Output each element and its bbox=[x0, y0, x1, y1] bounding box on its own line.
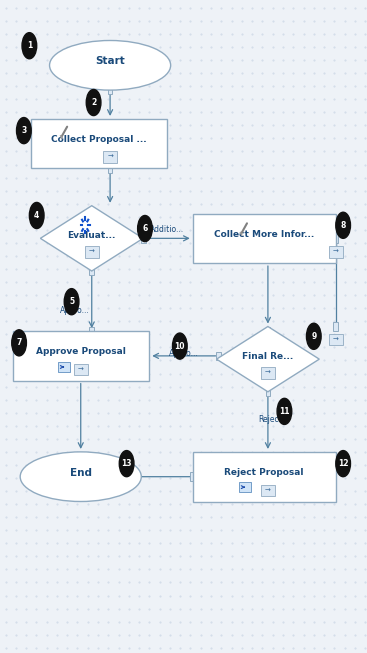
Text: 7: 7 bbox=[17, 338, 22, 347]
Circle shape bbox=[86, 89, 101, 116]
Text: 4: 4 bbox=[34, 211, 39, 220]
FancyBboxPatch shape bbox=[89, 326, 94, 336]
Text: →: → bbox=[107, 153, 113, 160]
FancyBboxPatch shape bbox=[31, 119, 167, 168]
Polygon shape bbox=[40, 206, 143, 271]
FancyBboxPatch shape bbox=[141, 234, 145, 242]
Circle shape bbox=[277, 398, 292, 424]
FancyBboxPatch shape bbox=[13, 331, 149, 381]
Circle shape bbox=[64, 289, 79, 315]
Text: →: → bbox=[333, 336, 339, 343]
FancyBboxPatch shape bbox=[261, 367, 275, 379]
Circle shape bbox=[22, 33, 37, 59]
Text: Approve Proposal: Approve Proposal bbox=[36, 347, 126, 357]
FancyBboxPatch shape bbox=[334, 234, 338, 242]
Text: 1: 1 bbox=[27, 41, 32, 50]
Text: Additio...: Additio... bbox=[150, 225, 184, 234]
FancyBboxPatch shape bbox=[329, 334, 343, 345]
FancyBboxPatch shape bbox=[265, 387, 270, 396]
FancyBboxPatch shape bbox=[329, 246, 343, 258]
Text: Collect Proposal ...: Collect Proposal ... bbox=[51, 135, 147, 144]
Circle shape bbox=[306, 323, 321, 349]
Text: 10: 10 bbox=[175, 342, 185, 351]
Text: →: → bbox=[89, 249, 95, 255]
Text: Evaluat...: Evaluat... bbox=[68, 231, 116, 240]
Text: Start: Start bbox=[95, 56, 125, 67]
Text: End: End bbox=[70, 468, 92, 478]
FancyBboxPatch shape bbox=[74, 364, 88, 375]
FancyBboxPatch shape bbox=[108, 86, 112, 94]
Circle shape bbox=[17, 118, 31, 144]
FancyBboxPatch shape bbox=[239, 482, 251, 492]
Circle shape bbox=[138, 215, 152, 242]
FancyBboxPatch shape bbox=[193, 214, 336, 263]
Polygon shape bbox=[217, 326, 319, 392]
FancyBboxPatch shape bbox=[58, 362, 70, 372]
Text: 11: 11 bbox=[279, 407, 290, 416]
Text: →: → bbox=[265, 370, 271, 376]
FancyBboxPatch shape bbox=[103, 151, 117, 163]
Text: Appro...: Appro... bbox=[60, 306, 90, 315]
FancyBboxPatch shape bbox=[216, 351, 221, 360]
Text: Reject...: Reject... bbox=[258, 415, 289, 424]
Text: →: → bbox=[265, 487, 271, 494]
Text: Reject Proposal: Reject Proposal bbox=[225, 468, 304, 477]
Circle shape bbox=[336, 212, 350, 238]
Text: 3: 3 bbox=[21, 126, 26, 135]
Text: 13: 13 bbox=[121, 459, 132, 468]
FancyBboxPatch shape bbox=[265, 326, 270, 336]
Text: 5: 5 bbox=[69, 297, 74, 306]
FancyBboxPatch shape bbox=[261, 485, 275, 496]
Text: Appro...: Appro... bbox=[168, 349, 199, 358]
FancyBboxPatch shape bbox=[334, 323, 338, 330]
Text: Collect More Infor...: Collect More Infor... bbox=[214, 230, 315, 239]
FancyBboxPatch shape bbox=[108, 164, 112, 172]
Text: →: → bbox=[78, 366, 84, 373]
FancyBboxPatch shape bbox=[85, 246, 99, 258]
FancyBboxPatch shape bbox=[193, 452, 336, 502]
Text: Final Re...: Final Re... bbox=[242, 352, 294, 361]
Text: 12: 12 bbox=[338, 459, 348, 468]
Ellipse shape bbox=[50, 40, 171, 90]
Circle shape bbox=[336, 451, 350, 477]
Circle shape bbox=[12, 330, 26, 356]
FancyBboxPatch shape bbox=[89, 266, 94, 275]
Text: 9: 9 bbox=[311, 332, 316, 341]
Text: 2: 2 bbox=[91, 98, 96, 107]
Circle shape bbox=[29, 202, 44, 229]
Text: 8: 8 bbox=[341, 221, 346, 230]
Circle shape bbox=[119, 451, 134, 477]
Text: 6: 6 bbox=[142, 224, 148, 233]
Ellipse shape bbox=[20, 452, 141, 502]
Text: →: → bbox=[333, 249, 339, 255]
FancyBboxPatch shape bbox=[190, 473, 195, 481]
Circle shape bbox=[172, 333, 187, 359]
